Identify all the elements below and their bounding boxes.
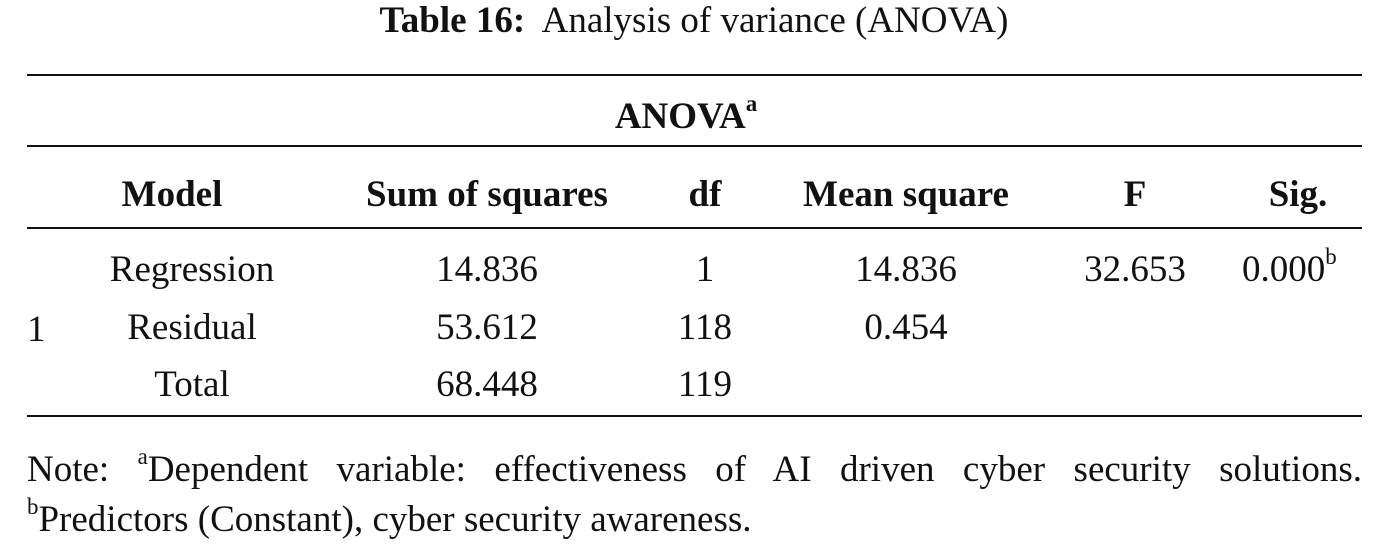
- cell: 0.000b: [1242, 243, 1337, 290]
- cell: 14.836: [436, 249, 538, 290]
- column-header: F: [1123, 174, 1147, 215]
- column-header: Sig.: [1268, 174, 1328, 215]
- table-title-text: ANOVA: [614, 96, 746, 137]
- cell: 32.653: [1084, 249, 1186, 290]
- caption-label: Table 16:: [379, 0, 526, 41]
- column-header: df: [688, 174, 722, 215]
- cell: Residual: [127, 307, 257, 348]
- note-line: Note: aDependent variable: effectiveness…: [27, 445, 1362, 495]
- bottom-rule: [27, 415, 1362, 417]
- table-title-sup: a: [745, 90, 758, 116]
- cell: 119: [677, 364, 733, 405]
- rule: [27, 145, 1362, 147]
- note-text: Dependent variable: effectiveness of AI …: [147, 449, 1362, 490]
- column-header: Model: [121, 174, 223, 215]
- cell: 53.612: [436, 307, 538, 348]
- cell: 14.836: [855, 249, 957, 290]
- note-prefix: Note:: [27, 449, 138, 490]
- model-number: 1: [27, 309, 46, 350]
- cell: 0.454: [864, 307, 948, 348]
- cell: 118: [677, 307, 733, 348]
- note-text: Predictors (Constant), cyber security aw…: [38, 499, 752, 540]
- top-rule: [27, 74, 1362, 76]
- table-title: ANOVAa: [614, 92, 757, 137]
- sig-sup: b: [1325, 243, 1337, 269]
- rule: [27, 227, 1362, 229]
- cell: Total: [154, 364, 230, 405]
- column-header: Mean square: [803, 174, 1009, 215]
- caption: Table 16: Analysis of variance (ANOVA): [380, 2, 1009, 39]
- note-sup: b: [27, 493, 39, 519]
- cell: Regression: [109, 249, 275, 290]
- note-line: bPredictors (Constant), cyber security a…: [27, 495, 1362, 545]
- note-sup: a: [137, 443, 148, 469]
- caption-text: Analysis of variance (ANOVA): [541, 0, 1009, 41]
- column-header: Sum of squares: [366, 174, 608, 215]
- cell: 68.448: [436, 364, 538, 405]
- cell: 1: [695, 249, 715, 290]
